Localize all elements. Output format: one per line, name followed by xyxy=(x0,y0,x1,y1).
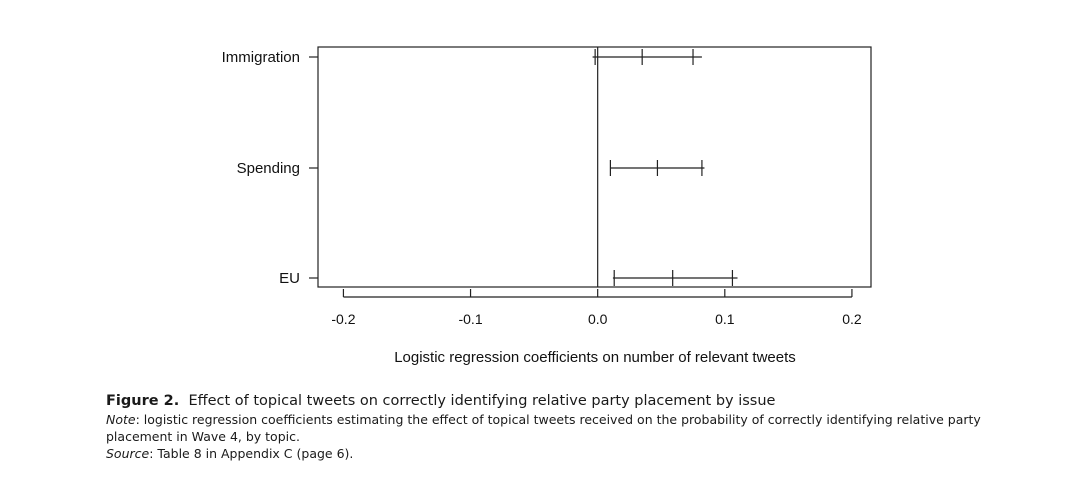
x-tick-label: -0.1 xyxy=(458,311,482,327)
x-tick-label: 0.0 xyxy=(588,311,608,327)
figure-label: Figure 2. xyxy=(106,393,180,409)
note-label: Note xyxy=(106,412,136,427)
y-axis: Immigration Spending EU xyxy=(222,49,318,287)
note-text: : logistic regression coefficients estim… xyxy=(106,412,981,444)
y-tick-label: EU xyxy=(279,270,300,287)
source-label: Source xyxy=(106,446,150,461)
x-tick-label: 0.2 xyxy=(842,311,862,327)
caption-title: Figure 2. Effect of topical tweets on co… xyxy=(106,391,1006,411)
x-tick-label: 0.1 xyxy=(715,311,735,327)
caption-source: Source: Table 8 in Appendix C (page 6). xyxy=(106,445,1006,462)
source-text: : Table 8 in Appendix C (page 6). xyxy=(149,446,354,461)
x-axis: -0.2 -0.1 0.0 0.1 0.2 xyxy=(331,289,862,327)
caption-title-text: Effect of topical tweets on correctly id… xyxy=(188,393,776,409)
y-tick-label: Spending xyxy=(237,160,300,177)
y-tick-label: Immigration xyxy=(222,49,300,66)
x-tick-label: -0.2 xyxy=(331,311,355,327)
x-axis-label: Logistic regression coefficients on numb… xyxy=(394,349,796,366)
figure-caption: Figure 2. Effect of topical tweets on co… xyxy=(106,391,1006,462)
interval-marks xyxy=(592,49,738,286)
plot-frame xyxy=(317,46,872,288)
caption-note: Note: logistic regression coefficients e… xyxy=(106,411,1006,445)
